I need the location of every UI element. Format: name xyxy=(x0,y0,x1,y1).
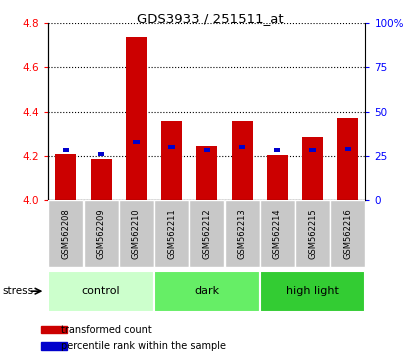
Bar xyxy=(239,145,245,149)
Bar xyxy=(331,200,365,267)
Bar xyxy=(231,121,253,200)
Bar xyxy=(295,200,330,267)
Bar xyxy=(154,271,260,312)
Bar xyxy=(48,271,154,312)
Text: GSM562212: GSM562212 xyxy=(202,208,211,259)
Text: GDS3933 / 251511_at: GDS3933 / 251511_at xyxy=(136,12,284,25)
Bar xyxy=(267,155,288,200)
Bar xyxy=(302,137,323,200)
Bar xyxy=(345,147,351,151)
Bar xyxy=(133,139,139,144)
Bar xyxy=(161,121,182,200)
Bar xyxy=(274,148,281,153)
Bar xyxy=(41,342,67,350)
Bar xyxy=(48,200,83,267)
Bar xyxy=(260,271,365,312)
Bar xyxy=(189,200,224,267)
Bar xyxy=(119,200,154,267)
Bar xyxy=(126,38,147,200)
Text: transformed count: transformed count xyxy=(61,325,152,335)
Bar xyxy=(168,145,175,149)
Text: GSM562208: GSM562208 xyxy=(61,208,71,259)
Bar xyxy=(63,148,69,153)
Text: stress: stress xyxy=(2,286,33,296)
Bar xyxy=(84,200,118,267)
Text: dark: dark xyxy=(194,286,219,296)
Text: GSM562214: GSM562214 xyxy=(273,208,282,259)
Text: control: control xyxy=(82,286,121,296)
Text: GSM562211: GSM562211 xyxy=(167,208,176,259)
Bar xyxy=(310,148,316,153)
Text: GSM562210: GSM562210 xyxy=(132,208,141,259)
Bar xyxy=(98,152,104,156)
Text: GSM562209: GSM562209 xyxy=(97,208,106,259)
Bar xyxy=(91,159,112,200)
Text: GSM562213: GSM562213 xyxy=(238,208,247,259)
Bar xyxy=(337,118,358,200)
Bar xyxy=(154,200,189,267)
Bar xyxy=(225,200,260,267)
Text: percentile rank within the sample: percentile rank within the sample xyxy=(61,341,226,351)
Text: GSM562215: GSM562215 xyxy=(308,208,317,259)
Text: high light: high light xyxy=(286,286,339,296)
Text: GSM562216: GSM562216 xyxy=(343,208,352,259)
Bar xyxy=(196,146,218,200)
Bar xyxy=(260,200,295,267)
Bar xyxy=(55,154,76,200)
Bar xyxy=(41,326,67,333)
Bar xyxy=(204,148,210,153)
